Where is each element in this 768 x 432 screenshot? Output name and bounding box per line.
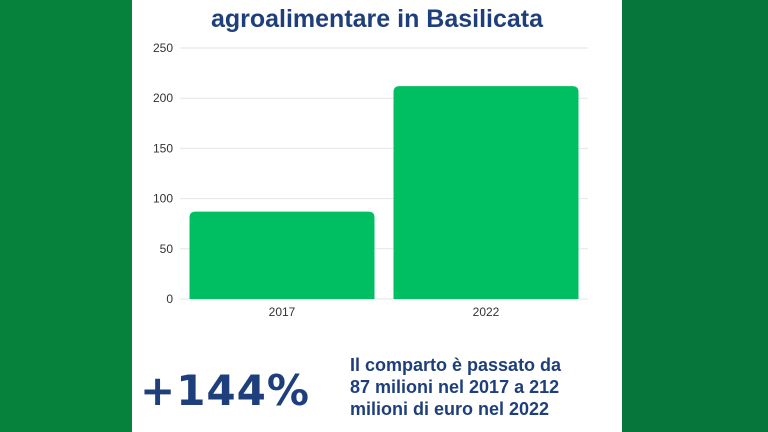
- growth-percentage: +144%: [140, 366, 310, 415]
- y-tick-label-0: 0: [166, 292, 173, 306]
- y-tick-label-250: 250: [153, 41, 173, 55]
- bar-2022: [393, 86, 579, 299]
- background-right-panel: [622, 0, 768, 432]
- y-axis: 0 50 100 150 200 250: [153, 41, 173, 306]
- y-tick-label-200: 200: [153, 91, 173, 105]
- y-tick-label-150: 150: [153, 141, 173, 155]
- summary-text: Il comparto è passato da 87 milioni nel …: [350, 354, 610, 420]
- x-tick-label-2022: 2022: [473, 305, 500, 319]
- summary-line-3: milioni di euro nel 2022: [350, 399, 550, 419]
- chart-title: agroalimentare in Basilicata: [210, 5, 544, 33]
- summary-line-2: 87 milioni nel 2017 a 212: [350, 377, 560, 397]
- summary-line-1: Il comparto è passato da: [350, 355, 562, 375]
- background-left-panel: [0, 0, 132, 432]
- bars: [189, 86, 579, 299]
- x-tick-label-2017: 2017: [269, 305, 296, 319]
- y-tick-label-50: 50: [160, 242, 174, 256]
- bar-2017: [189, 211, 375, 299]
- x-axis: 2017 2022: [269, 305, 500, 319]
- bar-chart: 0 50 100 150 200 250 2017 2022: [153, 41, 588, 319]
- y-tick-label-100: 100: [153, 192, 173, 206]
